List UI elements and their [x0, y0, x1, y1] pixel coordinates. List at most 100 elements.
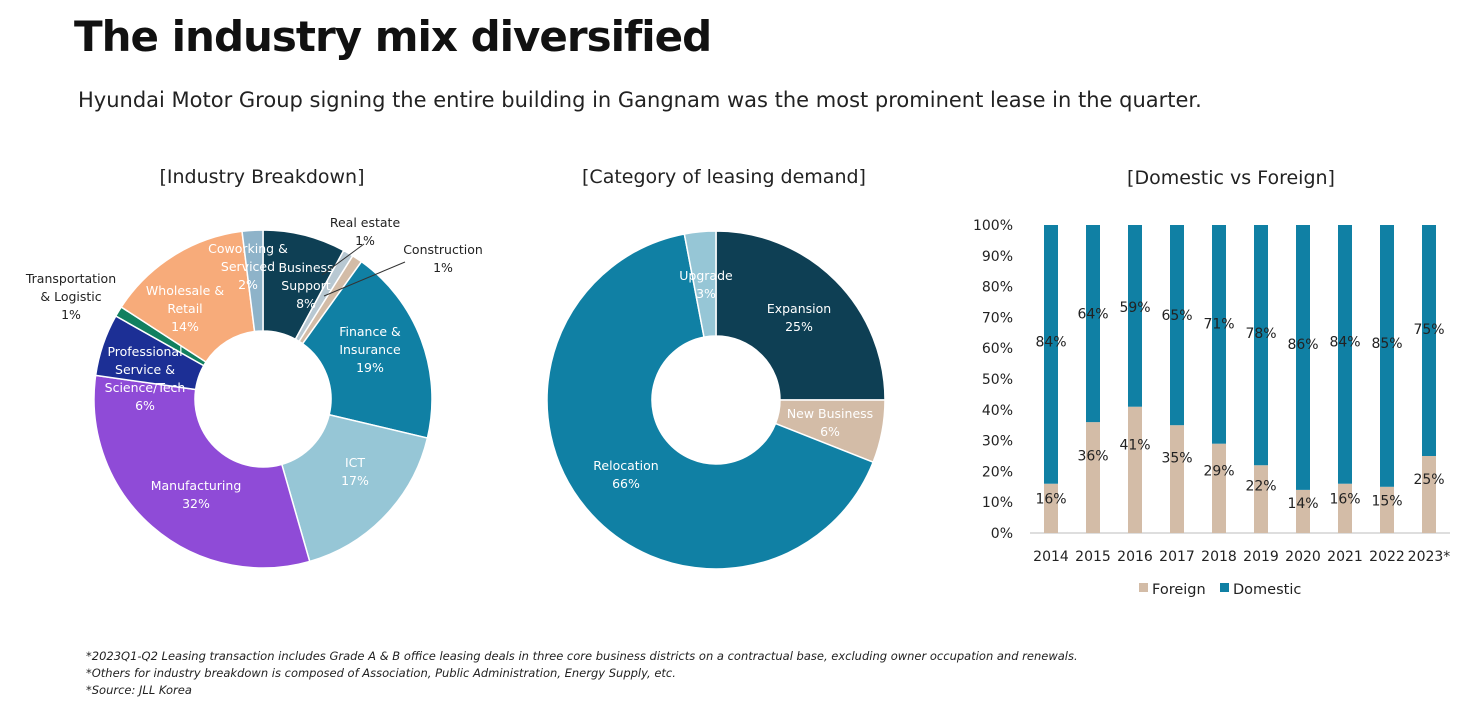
slice-manufacturing [93, 374, 311, 569]
bar-domestic-2015 [1086, 225, 1100, 423]
bar-foreign-2018 [1212, 443, 1226, 533]
bar-foreign-2017 [1170, 425, 1184, 533]
y-tick-label: 100% [973, 218, 1013, 234]
slice-label-manufacturing: Manufacturing 32% [151, 478, 242, 511]
industry-chart-title: [Industry Breakdown] [159, 166, 365, 188]
y-tick-label: 60% [982, 341, 1013, 357]
leader-line [323, 261, 406, 297]
data-label-foreign: 16% [1329, 492, 1360, 508]
slice-label-construction: Construction 1% [403, 242, 483, 275]
bar-foreign-2022 [1380, 486, 1394, 533]
y-tick-label: 0% [991, 526, 1013, 542]
slice-label-upgrade: Upgrade 3% [679, 268, 733, 301]
domestic-foreign-bar-chart: 0% 10% 20% 30% 40% 50% 60% 70% 80% 90% 100% 16% 84% 2… [973, 218, 1450, 598]
leader-line [321, 243, 365, 276]
footnote: *Source: JLL Korea [86, 683, 192, 697]
domestic-foreign-chart-title: [Domestic vs Foreign] [1127, 167, 1335, 189]
slice-label-professional-service-science-tech: Professional Service & Science/Tech 6% [105, 344, 186, 413]
bar-domestic-2020 [1296, 225, 1310, 490]
y-tick-label: 20% [982, 464, 1013, 480]
legend-label-foreign: Foreign [1152, 582, 1206, 598]
industry-donut-chart: Business Support 8% Real estate 1%Constructi… [25, 215, 483, 569]
slice-label-transportation-logistic: Transportation & Logistic 1% [25, 271, 116, 322]
slice-label-ict: ICT 17% [341, 455, 369, 488]
bar-foreign-2020 [1296, 489, 1310, 533]
x-tick-label: 2018 [1201, 549, 1237, 565]
data-label-foreign: 25% [1413, 472, 1444, 488]
data-label-domestic: 78% [1245, 326, 1276, 342]
data-label-domestic: 75% [1413, 322, 1444, 338]
legend-swatch-foreign [1139, 583, 1148, 592]
bar-foreign-2021 [1338, 483, 1352, 533]
data-label-foreign: 14% [1287, 496, 1318, 512]
leasing-chart-title: [Category of leasing demand] [582, 166, 866, 188]
y-tick-label: 90% [982, 249, 1013, 265]
x-tick-label: 2015 [1075, 549, 1111, 565]
footnote: *Others for industry breakdown is compos… [86, 666, 676, 680]
footnote: *2023Q1-Q2 Leasing transaction includes … [86, 649, 1078, 663]
data-label-domestic: 65% [1161, 308, 1192, 324]
data-label-domestic: 85% [1371, 336, 1402, 352]
x-tick-label: 2022 [1369, 549, 1405, 565]
data-label-foreign: 22% [1245, 479, 1276, 495]
data-label-foreign: 16% [1035, 492, 1066, 508]
y-tick-label: 30% [982, 434, 1013, 450]
y-tick-label: 70% [982, 310, 1013, 326]
slice-relocation [546, 233, 875, 570]
x-tick-label: 2016 [1117, 549, 1153, 565]
bar-foreign-2023 [1422, 456, 1436, 533]
y-tick-label: 80% [982, 280, 1013, 296]
legend-swatch-domestic [1220, 583, 1229, 592]
data-label-foreign: 36% [1077, 448, 1108, 464]
slice-finance-insurance [301, 260, 433, 439]
slice-label-new-business: New Business 6% [787, 406, 873, 439]
x-tick-label: 2014 [1033, 549, 1069, 565]
y-tick-label: 50% [982, 372, 1013, 388]
y-tick-label: 10% [982, 495, 1013, 511]
leasing-donut-chart: Expansion 25% New Business 6% Relocation 66% U… [546, 230, 886, 570]
bar-domestic-2018 [1212, 225, 1226, 444]
data-label-domestic: 84% [1035, 334, 1066, 350]
data-label-domestic: 64% [1077, 307, 1108, 323]
bar-foreign-2019 [1254, 465, 1268, 533]
slice-expansion [715, 230, 886, 401]
y-tick-label: 40% [982, 403, 1013, 419]
data-label-domestic: 71% [1203, 316, 1234, 332]
page-title: The industry mix diversified [74, 12, 712, 61]
data-label-foreign: 15% [1371, 494, 1402, 510]
slice-upgrade [683, 230, 717, 339]
slice-label-business-support: Business Support 8% [278, 260, 333, 311]
slice-label-real-estate: Real estate 1% [330, 215, 401, 248]
footnotes: *2023Q1-Q2 Leasing transaction includes … [86, 648, 1078, 699]
slice-coworking-serviced [241, 229, 264, 333]
bar-domestic-2019 [1254, 225, 1268, 466]
slice-ict [280, 413, 429, 563]
bar-domestic-2017 [1170, 225, 1184, 426]
bar-foreign-2014 [1044, 483, 1058, 533]
bar-domestic-2023 [1422, 225, 1436, 456]
slice-label-coworking-serviced: Coworking & Serviced 2% [208, 241, 288, 292]
bar-domestic-2014 [1044, 225, 1058, 484]
bar-domestic-2021 [1338, 225, 1352, 484]
x-tick-label: 2017 [1159, 549, 1195, 565]
data-label-domestic: 84% [1329, 334, 1360, 350]
x-tick-label: 2019 [1243, 549, 1279, 565]
x-tick-label: 2023* [1408, 549, 1451, 565]
slice-label-finance-insurance: Finance & Insurance 19% [339, 324, 401, 375]
data-label-foreign: 41% [1119, 438, 1150, 454]
bar-domestic-2016 [1128, 225, 1142, 407]
bar-foreign-2015 [1086, 422, 1100, 533]
bar-foreign-2016 [1128, 406, 1142, 533]
slice-label-wholesale-retail: Wholesale & Retail 14% [146, 283, 224, 334]
slice-wholesale-retail [120, 230, 256, 364]
page-subtitle: Hyundai Motor Group signing the entire b… [78, 88, 1202, 112]
legend-label-domestic: Domestic [1233, 582, 1301, 598]
slice-label-relocation: Relocation 66% [593, 458, 658, 491]
data-label-foreign: 29% [1203, 463, 1234, 479]
bar-domestic-2022 [1380, 225, 1394, 487]
slice-label-expansion: Expansion 25% [767, 301, 831, 334]
x-tick-label: 2021 [1327, 549, 1363, 565]
data-label-foreign: 35% [1161, 451, 1192, 467]
x-tick-label: 2020 [1285, 549, 1321, 565]
